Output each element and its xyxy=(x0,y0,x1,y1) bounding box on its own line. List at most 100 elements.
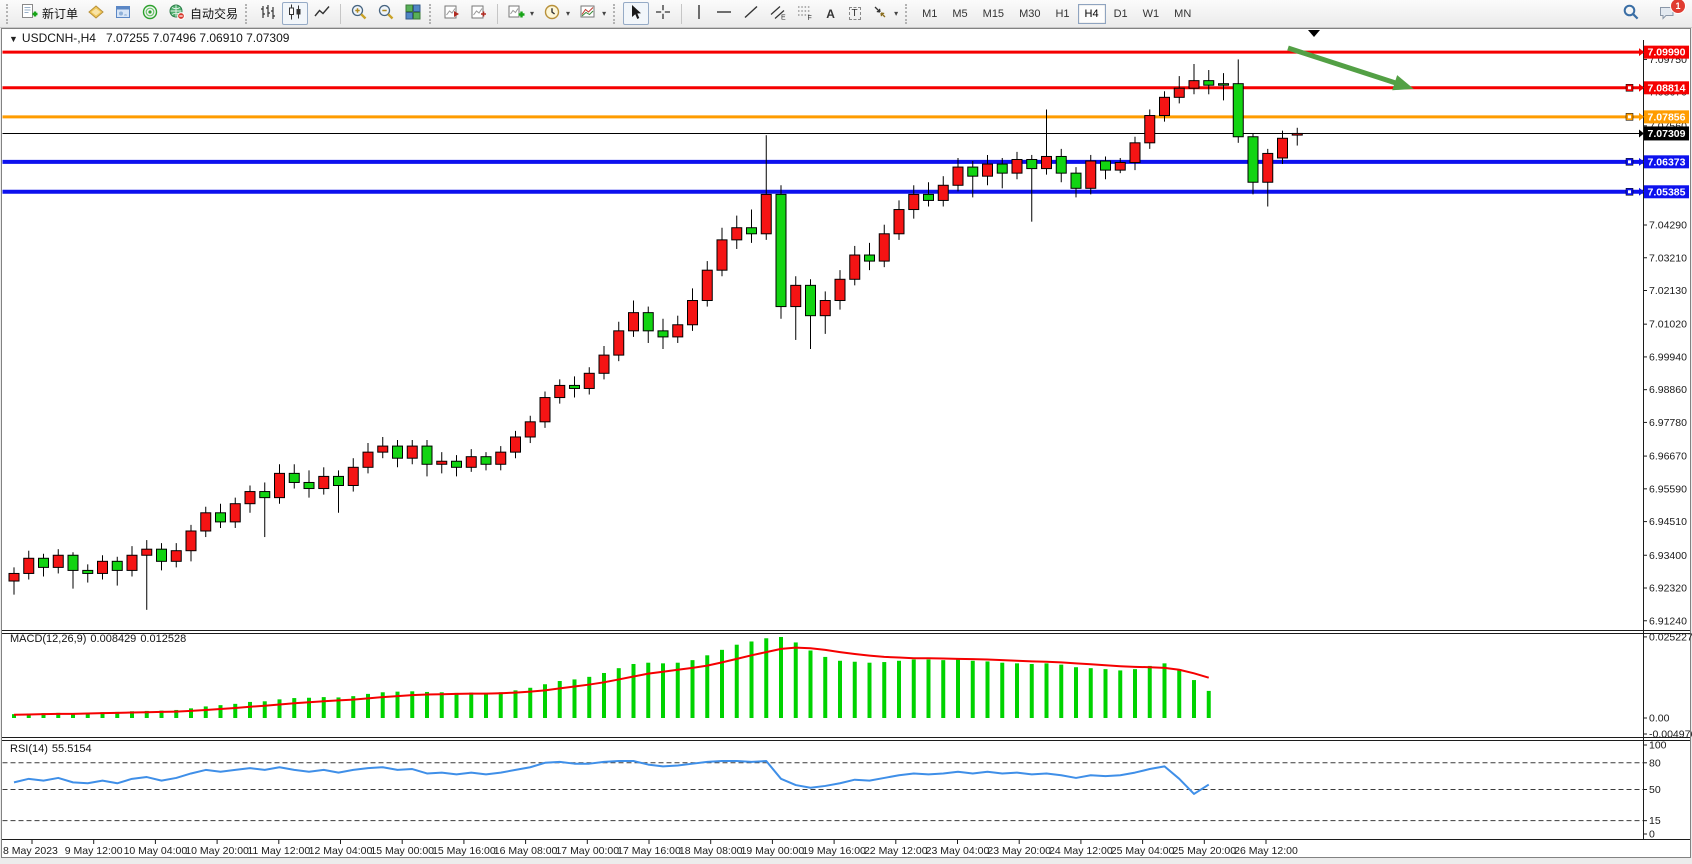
candle-body xyxy=(760,193,772,235)
candle-body xyxy=(510,436,521,453)
time-axis-label: 16 May 08:00 xyxy=(494,845,558,857)
candle-body xyxy=(303,481,315,490)
notifications-button[interactable]: 1 xyxy=(1654,0,1686,25)
macd-histogram-bar xyxy=(395,691,400,718)
timeframe-m5-button[interactable]: M5 xyxy=(952,7,968,20)
candle-body xyxy=(480,456,492,465)
bar-chart-mode-button[interactable] xyxy=(255,2,281,25)
time-axis-label: 18 May 08:00 xyxy=(679,845,743,857)
candle-body xyxy=(746,227,757,235)
chart-context-icon[interactable]: ▼ xyxy=(9,34,18,44)
macd-histogram-bar xyxy=(1029,663,1034,718)
macd-histogram-bar xyxy=(1147,665,1152,718)
timeframe-d1-button[interactable]: D1 xyxy=(1113,7,1128,20)
cursor-tool-button[interactable] xyxy=(623,2,650,25)
timeframe-h4-button[interactable]: H4 xyxy=(1077,3,1106,24)
main-toolbar: 新订单 自动交易 xyxy=(0,0,1692,28)
timeframe-m30-button[interactable]: M30 xyxy=(1019,7,1041,20)
rsi-name: RSI(14) xyxy=(10,743,48,755)
line-chart-icon xyxy=(313,3,331,24)
macd-histogram-bar xyxy=(262,701,267,718)
auto-scroll-icon xyxy=(470,3,488,24)
macd-histogram-bar xyxy=(248,701,252,718)
price-tick-label: 6.97780 xyxy=(1649,417,1687,429)
svg-text:F: F xyxy=(808,15,812,21)
chart-shift-marker[interactable] xyxy=(1308,30,1320,37)
time-axis-label: 19 May 16:00 xyxy=(802,845,866,857)
macd-histogram-bar xyxy=(1118,670,1123,718)
equidistant-channel-tool-button[interactable]: E xyxy=(765,2,791,25)
toolbar-grip xyxy=(613,3,618,24)
indicators-button[interactable]: ▾ xyxy=(503,2,538,25)
zoom-out-button[interactable] xyxy=(373,2,399,25)
horizontal-line-tool-button[interactable] xyxy=(711,2,737,25)
macd-histogram-bar xyxy=(513,690,518,718)
auto-scroll-button[interactable] xyxy=(466,2,492,25)
signals-button[interactable] xyxy=(137,2,163,25)
candle-body xyxy=(1055,155,1067,174)
vertical-line-tool-button[interactable] xyxy=(687,2,710,25)
chart-canvas[interactable]: 7.097507.086707.075607.064507.053707.042… xyxy=(0,28,1692,864)
macd-histogram-bar xyxy=(12,714,16,718)
new-order-button[interactable]: 新订单 xyxy=(16,2,82,25)
crosshair-tool-button[interactable] xyxy=(650,2,676,25)
timeframe-mn-button[interactable]: MN xyxy=(1174,7,1192,20)
notification-badge: 1 xyxy=(1670,0,1686,14)
tile-windows-button[interactable] xyxy=(400,2,426,25)
macd-histogram-bar xyxy=(764,638,769,718)
chart-shift-button[interactable] xyxy=(439,2,465,25)
candle-body xyxy=(937,184,949,201)
chart-symbol-period: USDCNH-,H4 xyxy=(21,31,96,45)
macd-histogram-bar xyxy=(867,662,872,718)
zoom-in-button[interactable] xyxy=(346,2,372,25)
template-icon xyxy=(579,3,597,24)
macd-histogram-bar xyxy=(233,703,238,718)
candle-body xyxy=(1173,87,1185,98)
macd-histogram-bar xyxy=(808,650,813,718)
periods-button[interactable]: ▾ xyxy=(539,2,574,25)
candle-body xyxy=(701,269,713,302)
price-object-lines[interactable] xyxy=(2,50,1644,196)
price-tick-label: 6.99940 xyxy=(1649,351,1687,363)
timeframe-m1-button[interactable]: M1 xyxy=(922,7,938,20)
window-icon xyxy=(114,3,132,24)
timeframe-h1-button[interactable]: H1 xyxy=(1055,7,1070,20)
data-window-button[interactable] xyxy=(110,2,136,25)
candle-body xyxy=(996,163,1008,174)
rsi-line xyxy=(13,760,1210,795)
toolbar-separator xyxy=(340,3,342,24)
templates-button[interactable]: ▾ xyxy=(575,2,610,25)
trendline-tool-button[interactable] xyxy=(738,2,764,25)
candle-body xyxy=(126,554,138,571)
timeframe-m15-button[interactable]: M15 xyxy=(982,7,1005,20)
price-tick-label: 6.98860 xyxy=(1649,384,1687,396)
text-tool-button[interactable]: A xyxy=(819,2,842,25)
arrows-tool-button[interactable]: ▾ xyxy=(867,2,902,25)
macd-histogram-bar xyxy=(882,662,887,718)
line-chart-mode-button[interactable] xyxy=(309,2,335,25)
candle-body xyxy=(1026,158,1038,170)
candle-body xyxy=(819,300,831,317)
candle-body xyxy=(554,384,566,399)
macd-histogram-bar xyxy=(734,644,739,718)
candlestick-mode-button[interactable] xyxy=(282,2,309,25)
price-tick-label: 7.02130 xyxy=(1649,285,1687,297)
horizontal-line-icon xyxy=(715,3,733,24)
text-label-tool-button[interactable]: T xyxy=(843,2,866,25)
annotations[interactable] xyxy=(1287,30,1414,91)
autotrading-button[interactable]: 自动交易 xyxy=(164,2,242,25)
macd-histogram-bar xyxy=(852,661,857,718)
macd-histogram-bar xyxy=(985,661,990,718)
dropdown-caret-icon: ▾ xyxy=(530,9,535,18)
search-button[interactable] xyxy=(1618,2,1644,25)
macd-histogram-bar xyxy=(189,708,193,718)
macd-value: 0.008429 xyxy=(90,633,137,645)
trend-arrow-annotation[interactable] xyxy=(1287,45,1400,87)
candle-body xyxy=(141,548,153,556)
fibonacci-tool-button[interactable]: F xyxy=(792,2,818,25)
macd-histogram-bar xyxy=(970,660,975,718)
timeframe-w1-button[interactable]: W1 xyxy=(1142,7,1160,20)
toolbar-grip xyxy=(6,3,11,24)
profiles-button[interactable] xyxy=(83,2,109,25)
